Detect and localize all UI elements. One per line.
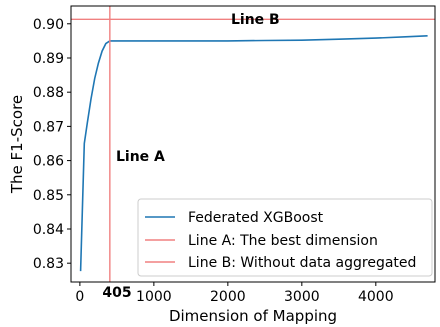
x-tick-label: 4000 — [358, 289, 394, 305]
legend-label-line-a: Line A: The best dimension — [188, 233, 378, 249]
series-line-federated-xgboost — [79, 35, 428, 272]
legend: Federated XGBoost Line A: The best dimen… — [137, 198, 433, 277]
y-tick-label: 0.84 — [33, 222, 64, 238]
x-tick-label: 3000 — [284, 289, 320, 305]
x-tick-label: 1000 — [136, 289, 172, 305]
x-axis-title: Dimension of Mapping — [169, 307, 337, 325]
line-a-annotation: Line A — [116, 149, 165, 165]
legend-box — [137, 198, 433, 277]
y-tick-label: 0.87 — [33, 119, 64, 135]
y-tick-label: 0.88 — [33, 85, 64, 101]
y-tick-label: 0.86 — [33, 154, 64, 170]
y-axis: 0.83 0.84 0.85 0.86 0.87 0.88 0.89 0.90 — [33, 17, 71, 272]
plot-marks — [79, 35, 428, 272]
x-tick-label: 0 — [75, 289, 84, 305]
line-a-axis-label: 405 — [102, 285, 131, 301]
legend-label-line-b: Line B: Without data aggregated — [188, 255, 416, 271]
legend-label-federated-xgboost: Federated XGBoost — [188, 210, 324, 226]
y-tick-label: 0.89 — [33, 51, 64, 67]
y-tick-label: 0.83 — [33, 256, 64, 272]
x-tick-label: 2000 — [210, 289, 246, 305]
line-b-annotation: Line B — [231, 12, 280, 28]
y-tick-label: 0.90 — [33, 17, 64, 33]
y-tick-label: 0.85 — [33, 188, 64, 204]
plot-frame — [70, 5, 436, 283]
y-axis-title: The F1-Score — [8, 95, 26, 194]
x-axis: 0 1000 2000 3000 4000 — [75, 282, 394, 305]
reference-lines — [71, 6, 435, 282]
